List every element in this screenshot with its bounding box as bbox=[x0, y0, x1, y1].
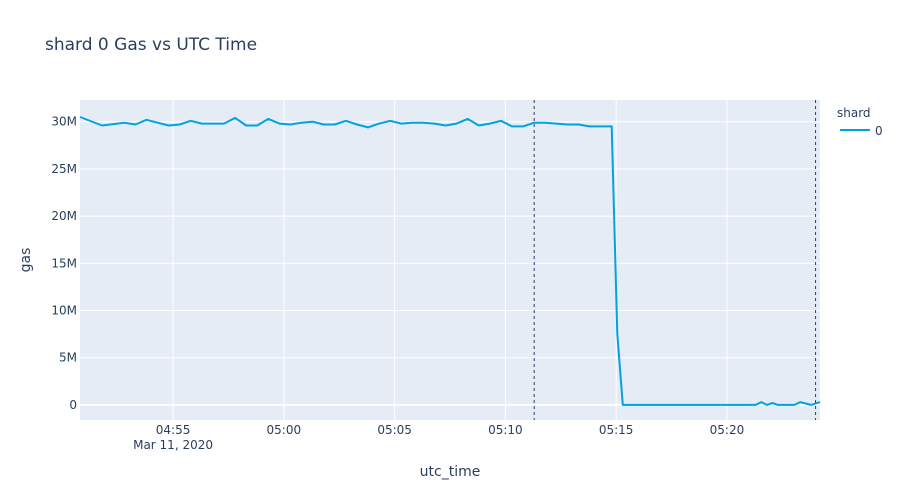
y-tick-label: 20M bbox=[51, 209, 77, 223]
series-lines bbox=[79, 116, 821, 406]
y-tick-label: 5M bbox=[59, 351, 77, 365]
y-tick-label: 10M bbox=[51, 304, 77, 318]
x-tick-label: 05:15 bbox=[599, 423, 634, 437]
x-axis-title: utc_time bbox=[420, 464, 481, 480]
x-axis-date-label: Mar 11, 2020 bbox=[133, 438, 213, 452]
y-axis-ticks: 0 5M 10M 15M 20M 25M 30M bbox=[51, 115, 77, 412]
legend-title: shard bbox=[837, 106, 871, 120]
reference-lines bbox=[533, 100, 817, 420]
x-tick-label: 05:05 bbox=[377, 423, 412, 437]
x-tick-label: 05:00 bbox=[267, 423, 302, 437]
x-tick-label: 05:20 bbox=[710, 423, 745, 437]
y-tick-label: 0 bbox=[69, 398, 77, 412]
chart-title: shard 0 Gas vs UTC Time bbox=[45, 35, 257, 55]
x-axis-ticks: 04:55 05:00 05:05 05:10 05:15 05:20 bbox=[156, 423, 744, 437]
legend[interactable]: shard 0 bbox=[837, 106, 883, 138]
x-tick-label: 05:10 bbox=[488, 423, 523, 437]
gridlines bbox=[80, 100, 820, 420]
y-tick-label: 30M bbox=[51, 115, 77, 129]
legend-label: 0 bbox=[875, 124, 883, 138]
series-line-0 bbox=[79, 116, 821, 406]
y-tick-label: 25M bbox=[51, 162, 77, 176]
y-axis-title: gas bbox=[18, 248, 34, 273]
y-tick-label: 15M bbox=[51, 256, 77, 270]
x-tick-label: 04:55 bbox=[156, 423, 191, 437]
plot-area bbox=[80, 100, 820, 420]
